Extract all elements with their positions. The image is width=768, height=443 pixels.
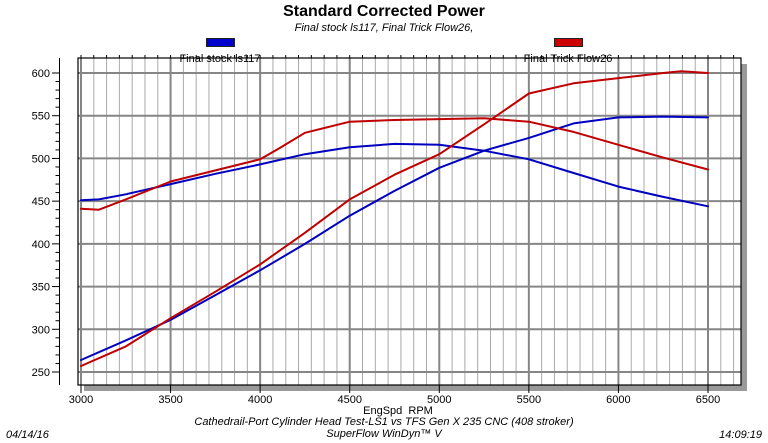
legend-item-stock: Final stock ls117 [140,34,300,65]
y-tick-label: 600 [32,68,50,80]
x-axis-title: EngSpd RPM [363,405,433,417]
legend-label-trick: Final Trick Flow26 [523,53,613,65]
legend-label-stock: Final stock ls117 [179,53,261,65]
page-title: Standard Corrected Power [283,3,485,20]
series-curve [80,142,709,208]
y-tick-label: 300 [32,324,50,336]
test-description: Cathedrail-Port Cylinder Head Test-LS1 v… [194,416,574,428]
plot-shadow-bottom [84,385,747,391]
chart-subtitle: Final stock ls117, Final Trick Flow26, [294,22,474,34]
legend-swatch-stock [205,38,235,47]
x-tick-label: 4000 [248,394,272,406]
y-tick-label: 250 [32,367,50,379]
x-tick-label: 6000 [606,394,630,406]
x-tick-label: 3000 [69,394,93,406]
plot-shadow-right [741,64,747,391]
series-curve [80,70,709,367]
y-tick-label: 450 [32,196,50,208]
x-tick-label: 5500 [517,394,541,406]
software-name: SuperFlow WinDyn™ V [326,428,442,440]
y-tick-label: 550 [32,111,50,123]
time-stamp: 14:09:19 [719,429,762,441]
legend-item-trick: Final Trick Flow26 [488,34,648,65]
x-tick-label: 3500 [158,394,182,406]
legend-swatch-trick [553,38,583,47]
y-tick-label: 500 [32,153,50,165]
date-stamp: 04/14/16 [6,429,49,441]
x-tick-label: 5000 [427,394,451,406]
x-tick-label: 4500 [337,394,361,406]
series-curve [80,117,709,211]
x-tick-label: 6500 [696,394,720,406]
y-tick-label: 400 [32,239,50,251]
plot-frame [77,57,742,386]
y-tick-label: 350 [32,282,50,294]
series-curve [80,115,709,361]
plot-area [78,58,741,385]
